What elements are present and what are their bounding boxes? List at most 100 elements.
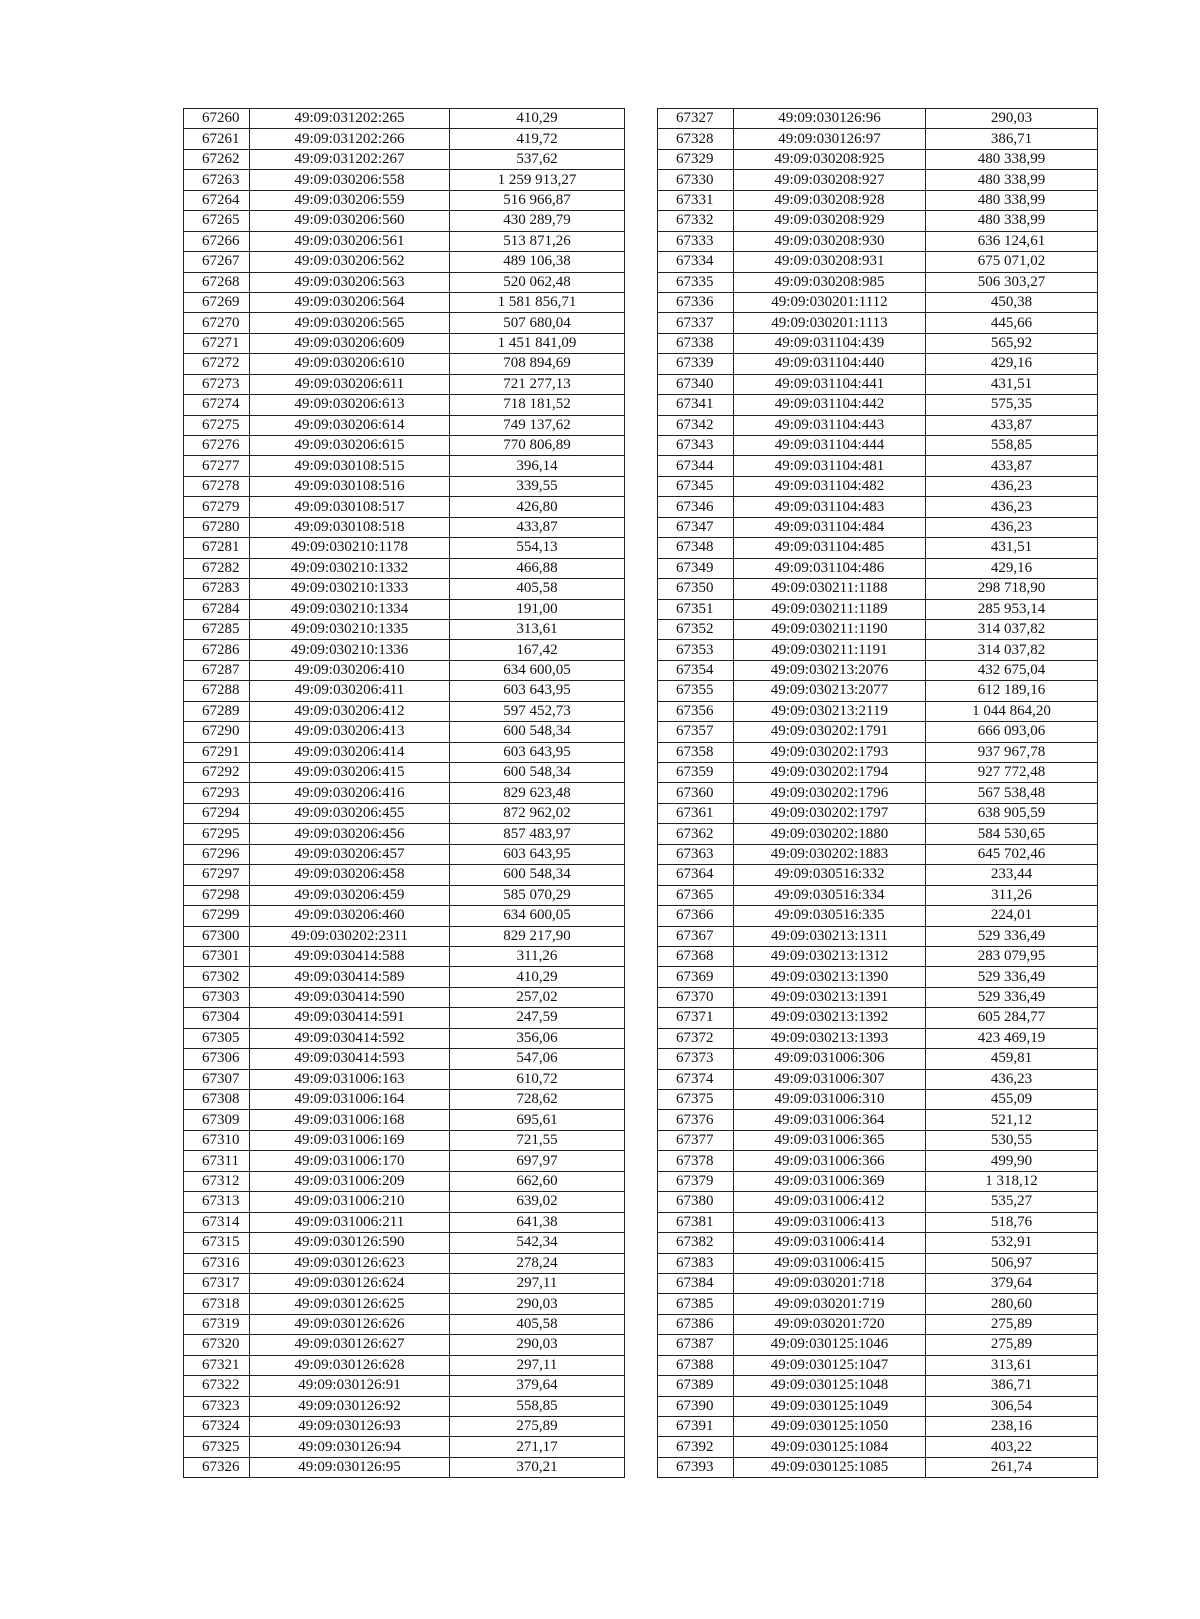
cadastral-number-cell: 49:09:030206:460 xyxy=(249,905,450,927)
value-cell: 445,66 xyxy=(925,312,1098,334)
table-row: 67292 49:09:030206:415 600 548,34 xyxy=(183,761,625,784)
cadastral-number-cell: 49:09:030414:593 xyxy=(249,1048,450,1070)
table-row: 67293 49:09:030206:416 829 623,48 xyxy=(183,782,625,804)
row-number-cell: 67354 xyxy=(657,659,734,682)
value-cell: 403,22 xyxy=(925,1436,1098,1458)
value-cell: 558,85 xyxy=(925,434,1098,457)
cadastral-number-cell: 49:09:030206:458 xyxy=(249,864,450,886)
cadastral-number-cell: 49:09:030125:1085 xyxy=(733,1456,926,1479)
cadastral-number-cell: 49:09:030126:625 xyxy=(249,1293,450,1315)
value-cell: 639,02 xyxy=(449,1191,625,1213)
cadastral-number-cell: 49:09:030208:985 xyxy=(733,271,926,293)
row-number-cell: 67393 xyxy=(657,1456,734,1479)
value-cell: 275,89 xyxy=(925,1334,1098,1356)
value-cell: 356,06 xyxy=(449,1027,625,1050)
row-number-cell: 67309 xyxy=(183,1109,250,1131)
value-cell: 721,55 xyxy=(449,1129,625,1152)
row-number-cell: 67299 xyxy=(183,905,250,927)
table-row: 67309 49:09:031006:168 695,61 xyxy=(183,1109,625,1131)
row-number-cell: 67337 xyxy=(657,312,734,334)
cadastral-number-cell: 49:09:030206:558 xyxy=(249,169,450,191)
row-number-cell: 67340 xyxy=(657,373,734,396)
row-number-cell: 67376 xyxy=(657,1109,734,1131)
row-number-cell: 67327 xyxy=(657,107,734,130)
row-number-cell: 67380 xyxy=(657,1191,734,1213)
cadastral-number-cell: 49:09:030516:335 xyxy=(733,905,926,927)
value-cell: 396,14 xyxy=(449,455,625,477)
row-number-cell: 67315 xyxy=(183,1232,250,1254)
cadastral-number-cell: 49:09:030206:561 xyxy=(249,230,450,253)
row-number-cell: 67268 xyxy=(183,271,250,293)
value-cell: 499,90 xyxy=(925,1150,1098,1172)
row-number-cell: 67276 xyxy=(183,434,250,457)
cadastral-number-cell: 49:09:030126:628 xyxy=(249,1354,450,1377)
cadastral-number-cell: 49:09:030201:718 xyxy=(733,1272,926,1295)
value-cell: 662,60 xyxy=(449,1170,625,1193)
value-cell: 575,35 xyxy=(925,394,1098,416)
row-number-cell: 67379 xyxy=(657,1170,734,1193)
row-number-cell: 67373 xyxy=(657,1048,734,1070)
table-row: 67266 49:09:030206:561 513 871,26 xyxy=(183,230,625,253)
table-row: 67371 49:09:030213:1392 605 284,77 xyxy=(657,1007,1098,1029)
row-number-cell: 67369 xyxy=(657,966,734,988)
value-cell: 405,58 xyxy=(449,1313,625,1336)
table-row: 67314 49:09:031006:211 641,38 xyxy=(183,1211,625,1234)
cadastral-number-cell: 49:09:030201:719 xyxy=(733,1293,926,1315)
row-number-cell: 67307 xyxy=(183,1068,250,1091)
table-row: 67373 49:09:031006:306 459,81 xyxy=(657,1048,1098,1070)
value-cell: 603 643,95 xyxy=(449,680,625,702)
table-row: 67382 49:09:031006:414 532,91 xyxy=(657,1232,1098,1254)
value-cell: 278,24 xyxy=(449,1252,625,1274)
value-cell: 283 079,95 xyxy=(925,945,1098,968)
cadastral-number-cell: 49:09:030206:565 xyxy=(249,312,450,334)
table-row: 67378 49:09:031006:366 499,90 xyxy=(657,1150,1098,1172)
table-row: 67354 49:09:030213:2076 432 675,04 xyxy=(657,659,1098,682)
table-row: 67268 49:09:030206:563 520 062,48 xyxy=(183,271,625,293)
table-row: 67336 49:09:030201:1112 450,38 xyxy=(657,291,1098,314)
cadastral-number-cell: 49:09:031104:483 xyxy=(733,496,926,518)
table-row: 67334 49:09:030208:931 675 071,02 xyxy=(657,251,1098,273)
row-number-cell: 67370 xyxy=(657,986,734,1009)
row-number-cell: 67335 xyxy=(657,271,734,293)
table-row: 67391 49:09:030125:1050 238,16 xyxy=(657,1415,1098,1438)
table-row: 67361 49:09:030202:1797 638 905,59 xyxy=(657,802,1098,825)
table-row: 67282 49:09:030210:1332 466,88 xyxy=(183,557,625,580)
value-cell: 529 336,49 xyxy=(925,966,1098,988)
value-cell: 506,97 xyxy=(925,1252,1098,1274)
table-row: 67356 49:09:030213:2119 1 044 864,20 xyxy=(657,700,1098,723)
row-number-cell: 67294 xyxy=(183,802,250,825)
value-cell: 233,44 xyxy=(925,864,1098,886)
value-cell: 610,72 xyxy=(449,1068,625,1091)
cadastral-number-cell: 49:09:030210:1334 xyxy=(249,598,450,620)
value-cell: 238,16 xyxy=(925,1415,1098,1438)
left-table-body: 67260 49:09:031202:265 410,29 67261 49:09:03… xyxy=(183,107,625,1479)
cadastral-number-cell: 49:09:030213:1311 xyxy=(733,925,926,947)
value-cell: 191,00 xyxy=(449,598,625,620)
cadastral-number-cell: 49:09:030125:1047 xyxy=(733,1354,926,1377)
row-number-cell: 67346 xyxy=(657,496,734,518)
cadastral-number-cell: 49:09:030210:1332 xyxy=(249,557,450,580)
value-cell: 311,26 xyxy=(449,945,625,968)
cadastral-number-cell: 49:09:030206:611 xyxy=(249,373,450,396)
table-row: 67274 49:09:030206:613 718 181,52 xyxy=(183,394,625,416)
table-row: 67291 49:09:030206:414 603 643,95 xyxy=(183,741,625,764)
value-cell: 432 675,04 xyxy=(925,659,1098,682)
value-cell: 516 966,87 xyxy=(449,189,625,212)
cadastral-number-cell: 49:09:030202:1880 xyxy=(733,823,926,845)
table-row: 67279 49:09:030108:517 426,80 xyxy=(183,496,625,518)
row-number-cell: 67383 xyxy=(657,1252,734,1274)
cadastral-number-cell: 49:09:031006:163 xyxy=(249,1068,450,1091)
cadastral-number-cell: 49:09:030210:1333 xyxy=(249,578,450,600)
table-row: 67307 49:09:031006:163 610,72 xyxy=(183,1068,625,1091)
value-cell: 480 338,99 xyxy=(925,169,1098,191)
row-number-cell: 67269 xyxy=(183,291,250,314)
row-number-cell: 67319 xyxy=(183,1313,250,1336)
value-cell: 298 718,90 xyxy=(925,578,1098,600)
value-cell: 728,62 xyxy=(449,1088,625,1111)
row-number-cell: 67306 xyxy=(183,1048,250,1070)
cadastral-number-cell: 49:09:031104:439 xyxy=(733,332,926,355)
row-number-cell: 67284 xyxy=(183,598,250,620)
table-row: 67340 49:09:031104:441 431,51 xyxy=(657,373,1098,396)
cadastral-number-cell: 49:09:031006:164 xyxy=(249,1088,450,1111)
value-cell: 297,11 xyxy=(449,1354,625,1377)
